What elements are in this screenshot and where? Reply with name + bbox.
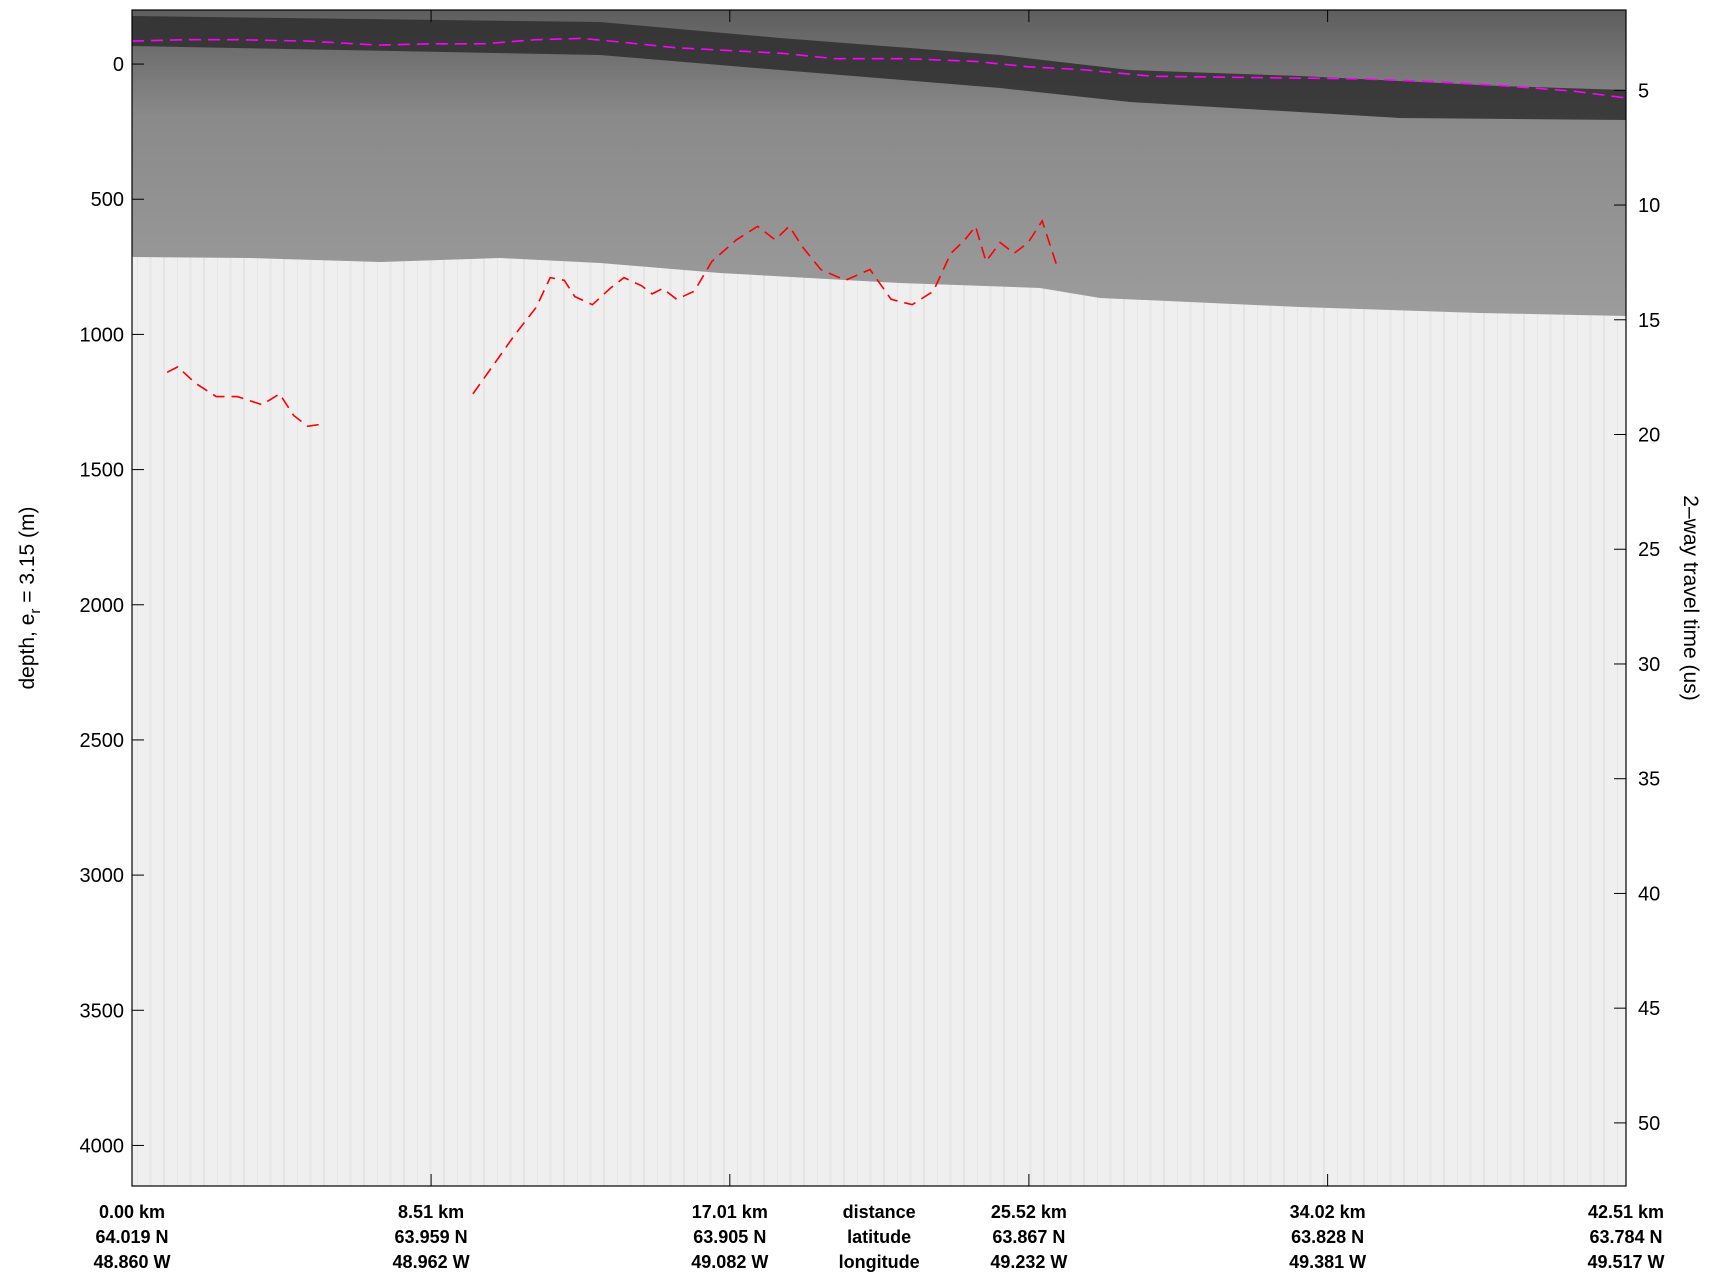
left-tick-label: 1500 (80, 460, 125, 482)
radar-image (132, 10, 1626, 1186)
bottom-distance-label: 8.51 km (398, 1202, 464, 1222)
left-tick-label: 0 (113, 54, 124, 76)
right-axis-ticks: 5 10 15 20 25 30 35 40 45 50 (1614, 80, 1660, 1135)
bottom-latitude-label: 63.905 N (693, 1227, 766, 1247)
bottom-latitude-label: 63.867 N (992, 1227, 1065, 1247)
surface-band (132, 16, 1626, 120)
left-tick-label: 2000 (80, 595, 125, 617)
bottom-axis-ticks: 0.00 km 64.019 N 48.860 W 8.51 km 63.959 N 48… (93, 10, 1665, 1272)
bottom-longitude-label: 48.860 W (93, 1252, 170, 1272)
bottom-longitude-label: 48.962 W (393, 1252, 470, 1272)
bottom-distance-label: 42.51 km (1588, 1202, 1664, 1222)
bottom-distance-label: 25.52 km (991, 1202, 1067, 1222)
left-axis-ticks: 0 500 1000 1500 2000 2500 3000 3500 4000 (80, 54, 144, 1157)
bottom-longitude-label: 49.232 W (990, 1252, 1067, 1272)
left-tick-label: 1000 (80, 324, 125, 346)
right-tick-label: 20 (1638, 425, 1660, 447)
bottom-latitude-label: 63.959 N (395, 1227, 468, 1247)
right-tick-label: 15 (1638, 310, 1660, 332)
series-line-3 (472, 219, 1058, 395)
left-tick-label: 3000 (80, 865, 125, 887)
right-tick-label: 35 (1638, 769, 1660, 791)
bottom-distance-label: 0.00 km (99, 1202, 165, 1222)
left-tick-label: 2500 (80, 730, 125, 752)
right-tick-label: 45 (1638, 998, 1660, 1020)
left-tick-label: 4000 (80, 1135, 125, 1157)
right-tick-label: 40 (1638, 883, 1660, 905)
bottom-longitude-label: 49.517 W (1587, 1252, 1664, 1272)
left-tick-label: 3500 (80, 1000, 125, 1022)
bottom-latitude-label: 64.019 N (95, 1227, 168, 1247)
bottom-latitude-label: 63.784 N (1589, 1227, 1662, 1247)
bottom-row-title-longitude: longitude (839, 1252, 920, 1272)
plot-frame (131, 9, 1627, 1187)
right-tick-label: 50 (1638, 1113, 1660, 1135)
series-line-1 (132, 37, 1626, 99)
bottom-row-title-distance: distance (843, 1202, 916, 1222)
right-tick-label: 25 (1638, 539, 1660, 561)
series-line-2 (166, 365, 326, 428)
bottom-distance-label: 34.02 km (1290, 1202, 1366, 1222)
bottom-longitude-label: 49.082 W (691, 1252, 768, 1272)
bottom-row-title-latitude: latitude (847, 1227, 911, 1247)
right-tick-label: 5 (1638, 80, 1649, 102)
right-axis-title: 2–way travel time (us) (1679, 495, 1702, 700)
bottom-distance-label: 17.01 km (692, 1202, 768, 1222)
bottom-longitude-label: 49.381 W (1289, 1252, 1366, 1272)
left-axis-title: depth, er = 3.15 (m) (16, 506, 44, 689)
right-tick-label: 10 (1638, 195, 1660, 217)
bottom-latitude-label: 63.828 N (1291, 1227, 1364, 1247)
left-tick-label: 500 (91, 189, 124, 211)
right-tick-label: 30 (1638, 654, 1660, 676)
series-layer (132, 37, 1626, 428)
